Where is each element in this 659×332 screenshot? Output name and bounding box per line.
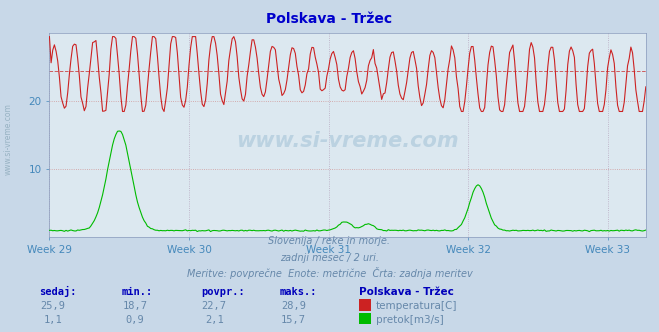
Text: Meritve: povprečne  Enote: metrične  Črta: zadnja meritev: Meritve: povprečne Enote: metrične Črta:… bbox=[186, 267, 473, 279]
Text: 25,9: 25,9 bbox=[40, 301, 65, 311]
Text: Polskava - Tržec: Polskava - Tržec bbox=[266, 12, 393, 26]
Text: sedaj:: sedaj: bbox=[40, 286, 77, 297]
Text: zadnji mesec / 2 uri.: zadnji mesec / 2 uri. bbox=[280, 253, 379, 263]
Text: Polskava - Tržec: Polskava - Tržec bbox=[359, 287, 454, 297]
Text: 18,7: 18,7 bbox=[123, 301, 148, 311]
Text: pretok[m3/s]: pretok[m3/s] bbox=[376, 315, 444, 325]
Text: www.si-vreme.com: www.si-vreme.com bbox=[237, 131, 459, 151]
Text: www.si-vreme.com: www.si-vreme.com bbox=[3, 104, 13, 175]
Text: temperatura[C]: temperatura[C] bbox=[376, 301, 457, 311]
Text: 22,7: 22,7 bbox=[202, 301, 227, 311]
Text: min.:: min.: bbox=[122, 287, 153, 297]
Text: povpr.:: povpr.: bbox=[201, 287, 244, 297]
Text: 15,7: 15,7 bbox=[281, 315, 306, 325]
Text: Slovenija / reke in morje.: Slovenija / reke in morje. bbox=[268, 236, 391, 246]
Text: maks.:: maks.: bbox=[280, 287, 318, 297]
Text: 2,1: 2,1 bbox=[205, 315, 223, 325]
Text: 28,9: 28,9 bbox=[281, 301, 306, 311]
Text: 1,1: 1,1 bbox=[43, 315, 62, 325]
Text: 0,9: 0,9 bbox=[126, 315, 144, 325]
